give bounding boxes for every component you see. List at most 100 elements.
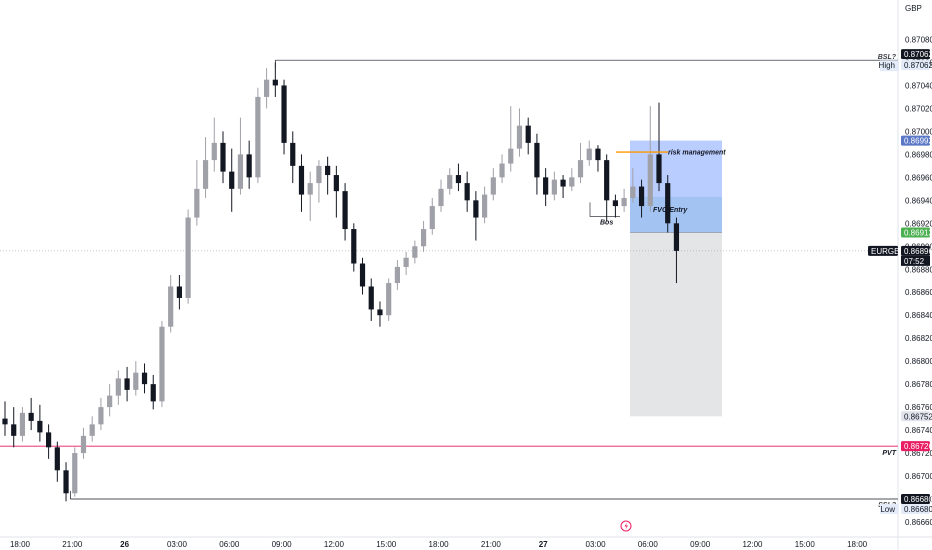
candle-body[interactable] <box>159 326 165 402</box>
time-axis[interactable]: 18:00 21:00 26 03:00 06:00 09:00 12:00 15:00 18:… <box>10 540 868 549</box>
candle-body[interactable] <box>229 171 235 189</box>
candle-body[interactable] <box>377 309 383 316</box>
candle-body[interactable] <box>325 165 331 176</box>
candle-body[interactable] <box>612 200 618 207</box>
candle-body[interactable] <box>150 384 156 402</box>
candle-body[interactable] <box>54 447 60 471</box>
candle-body[interactable] <box>272 79 278 86</box>
candle-body[interactable] <box>98 407 104 425</box>
bos-line <box>589 202 620 217</box>
candle-body[interactable] <box>194 188 200 218</box>
candle-body[interactable] <box>647 154 653 207</box>
candle-body[interactable] <box>176 286 182 298</box>
candle-body[interactable] <box>63 470 69 494</box>
candle-body[interactable] <box>255 96 261 178</box>
candle-body[interactable] <box>508 148 514 164</box>
time-tick-label: 21:00 <box>481 540 502 549</box>
candle-body[interactable] <box>429 206 435 230</box>
countdown-bg <box>901 255 930 266</box>
candle-body[interactable] <box>551 179 557 195</box>
candle-body[interactable] <box>133 372 139 390</box>
candle-body[interactable] <box>569 177 575 187</box>
candle-body[interactable] <box>141 372 148 385</box>
candle-body[interactable] <box>482 194 488 218</box>
candle-body[interactable] <box>28 412 34 421</box>
candle-body[interactable] <box>455 175 462 184</box>
current-price-tag-bg <box>901 245 930 256</box>
candle-body[interactable] <box>656 154 662 184</box>
price-tick-label: 0.86840 <box>905 311 932 320</box>
time-tick-label: 12:00 <box>324 540 345 549</box>
candle-body[interactable] <box>281 85 287 143</box>
candle-body[interactable] <box>80 435 87 454</box>
candle-body[interactable] <box>473 200 479 218</box>
candle-body[interactable] <box>220 142 226 172</box>
level-lines: BSL?SSL?PVT <box>0 54 898 509</box>
candles[interactable] <box>2 62 680 502</box>
level-annotation: BSL? <box>878 54 897 61</box>
candle-body[interactable] <box>316 165 322 184</box>
candle-body[interactable] <box>89 424 95 436</box>
candle-body[interactable] <box>185 217 191 298</box>
candle-body[interactable] <box>438 188 444 207</box>
candle-body[interactable] <box>46 432 52 448</box>
candle-body[interactable] <box>595 148 601 161</box>
candle-body[interactable] <box>534 142 540 178</box>
candle-body[interactable] <box>403 257 409 267</box>
candle-body[interactable] <box>37 420 43 433</box>
candle-body[interactable] <box>264 79 270 97</box>
candle-body[interactable] <box>72 453 78 494</box>
candle-body[interactable] <box>359 263 366 287</box>
candle-body[interactable] <box>168 286 174 327</box>
price-tick-label: 0.87020 <box>905 104 932 113</box>
candle-body[interactable] <box>368 286 374 310</box>
candle-body[interactable] <box>124 378 130 390</box>
candle-body[interactable] <box>499 163 505 178</box>
candle-body[interactable] <box>298 165 305 195</box>
candle-body[interactable] <box>621 198 627 207</box>
candle-body[interactable] <box>342 191 348 230</box>
time-tick-label: 18:00 <box>429 540 450 549</box>
candle-body[interactable] <box>447 175 453 189</box>
candle-body[interactable] <box>386 283 392 316</box>
candle-body[interactable] <box>2 418 8 425</box>
low-price-tag-2-bg <box>901 504 930 515</box>
target-zone <box>630 140 722 233</box>
candle-body[interactable] <box>577 160 584 178</box>
candle-body[interactable] <box>107 395 113 408</box>
replay-icon[interactable] <box>620 520 632 532</box>
candle-body[interactable] <box>19 412 26 436</box>
candle-body[interactable] <box>290 142 296 166</box>
candle-body[interactable] <box>490 177 496 195</box>
price-tick-label: 0.87040 <box>905 81 932 90</box>
candle-body[interactable] <box>543 177 549 195</box>
candle-body[interactable] <box>394 266 400 284</box>
candle-body[interactable] <box>630 186 636 199</box>
candle-body[interactable] <box>202 160 209 189</box>
candle-body[interactable] <box>525 125 531 143</box>
candle-body[interactable] <box>237 154 244 189</box>
candle-body[interactable] <box>464 183 470 201</box>
candle-body[interactable] <box>516 125 523 149</box>
candle-body[interactable] <box>246 154 252 178</box>
candle-body[interactable] <box>420 229 427 247</box>
countdown: 07:52 <box>904 257 925 266</box>
low-price-tag-bg <box>901 494 930 505</box>
candle-body[interactable] <box>115 378 121 396</box>
candle-body[interactable] <box>333 175 339 192</box>
candle-body[interactable] <box>211 142 217 161</box>
candle-body[interactable] <box>412 246 418 258</box>
candle-body[interactable] <box>351 229 357 264</box>
candle-body[interactable] <box>307 183 313 195</box>
candle-body[interactable] <box>586 148 592 161</box>
time-tick-label: 15:00 <box>376 540 397 549</box>
candle-body[interactable] <box>638 186 645 207</box>
candle-body[interactable] <box>673 223 680 251</box>
candle-body[interactable] <box>604 160 610 201</box>
candle-body[interactable] <box>11 424 17 436</box>
candle-body[interactable] <box>560 179 566 187</box>
candle-body[interactable] <box>665 183 671 224</box>
